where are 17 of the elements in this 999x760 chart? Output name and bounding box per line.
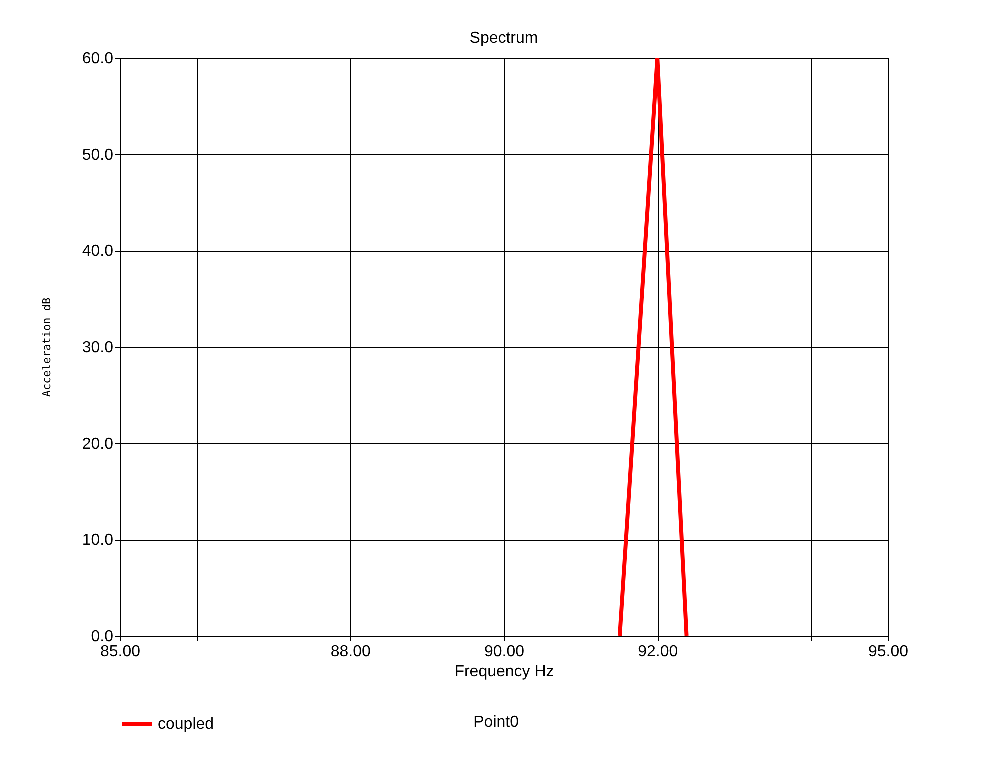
chart-title: Spectrum bbox=[470, 30, 538, 47]
x-tick-label: 85.00 bbox=[100, 644, 141, 660]
legend-label: coupled bbox=[158, 716, 214, 733]
y-axis-title: Acceleration dB bbox=[40, 297, 54, 398]
x-axis-title: Frequency Hz bbox=[454, 664, 554, 680]
x-tick-label: 95.00 bbox=[868, 644, 909, 660]
y-tick-label: 10.0 bbox=[82, 532, 114, 550]
y-tick-label: 0.0 bbox=[91, 628, 114, 646]
text: Point0 bbox=[474, 714, 520, 731]
y-tick-label: 40.0 bbox=[82, 243, 114, 260]
x-tick-label: 90.00 bbox=[484, 644, 525, 660]
x-tick-label: 92.00 bbox=[638, 644, 678, 660]
y-tick-label: 50.0 bbox=[82, 146, 114, 164]
y-tick-label: 60.0 bbox=[82, 50, 114, 68]
y-tick-label: 30.0 bbox=[82, 340, 114, 356]
y-tick-label: 20.0 bbox=[82, 436, 114, 453]
x-tick-label: 88.00 bbox=[330, 644, 372, 660]
